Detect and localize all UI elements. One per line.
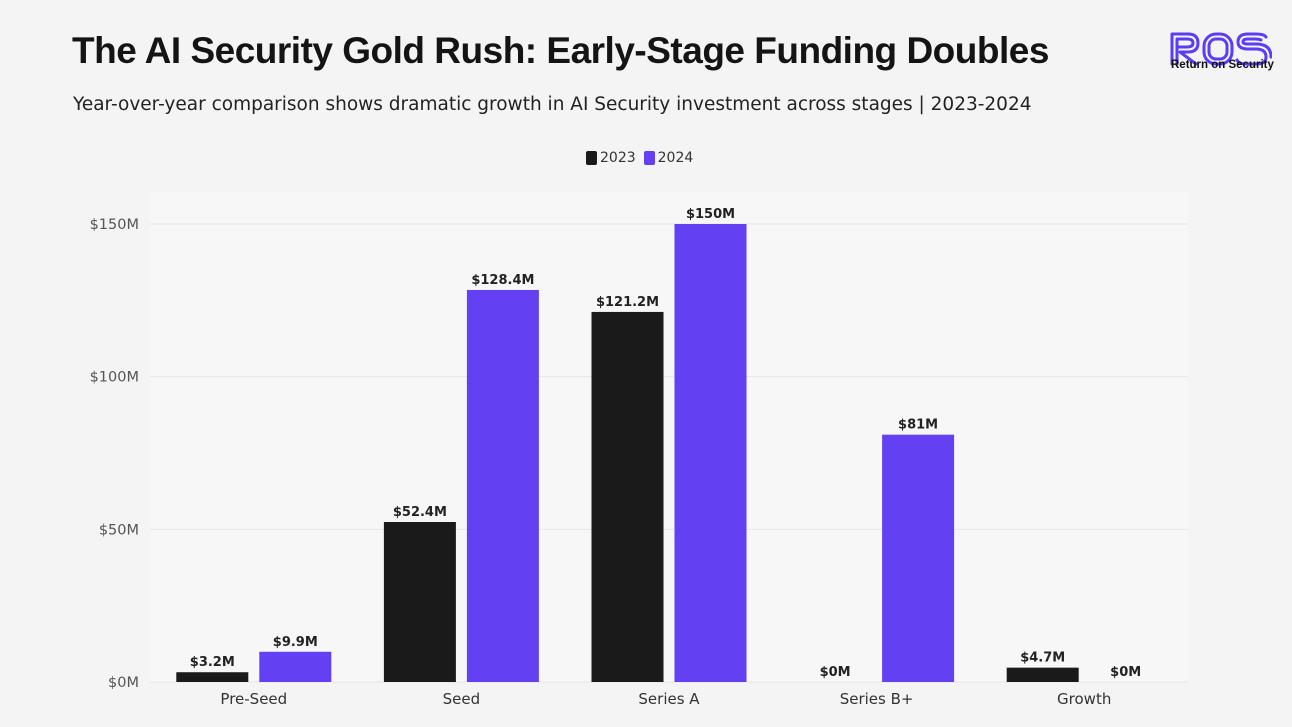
chart-subtitle: Year-over-year comparison shows dramatic… [73,94,1032,115]
x-tick-label: Growth [1057,690,1111,708]
bar-2023-growth [1006,667,1079,682]
bar-2024-pre-seed [259,651,332,682]
bar-2023-series-a [591,311,664,682]
chart-legend: 2023 2024 [586,148,701,168]
x-tick-label: Series B+ [840,690,914,708]
chart-title: The AI Security Gold Rush: Early-Stage F… [72,30,1049,71]
data-label: $3.2M [190,655,235,670]
legend-item-2024: 2024 [643,150,694,166]
y-tick-label: $0M [108,675,139,691]
y-tick-label: $100M [90,370,139,386]
data-label: $81M [898,418,938,433]
data-label: $0M [820,665,851,680]
bar-2023-seed [383,522,456,682]
data-label: $150M [686,207,735,222]
data-label: $4.7M [1020,651,1065,666]
legend-item-2023: 2023 [586,150,636,166]
y-tick-label: $50M [99,522,139,538]
data-label: $121.2M [596,295,659,310]
data-label: $52.4M [393,505,447,520]
bar-2024-seed [466,289,539,682]
plot-area [150,192,1188,682]
data-label: $0M [1110,665,1141,680]
data-label: $128.4M [471,273,534,288]
ros-logo-icon [1170,32,1272,66]
x-tick-label: Seed [443,690,481,708]
x-tick-label: Series A [638,690,700,708]
bar-2024-series-b- [882,434,955,682]
legend-label-2024: 2024 [657,150,694,166]
bar-2023-pre-seed [176,672,249,682]
bar-2024-series-a [674,224,747,682]
logo-caption: Return on Security [1171,59,1274,71]
x-tick-label: Pre-Seed [220,690,287,708]
data-label: $9.9M [273,635,318,650]
legend-swatch-2024 [643,151,655,165]
legend-swatch-2023 [586,151,597,165]
y-tick-label: $150M [90,217,139,233]
legend-label-2023: 2023 [600,150,636,166]
